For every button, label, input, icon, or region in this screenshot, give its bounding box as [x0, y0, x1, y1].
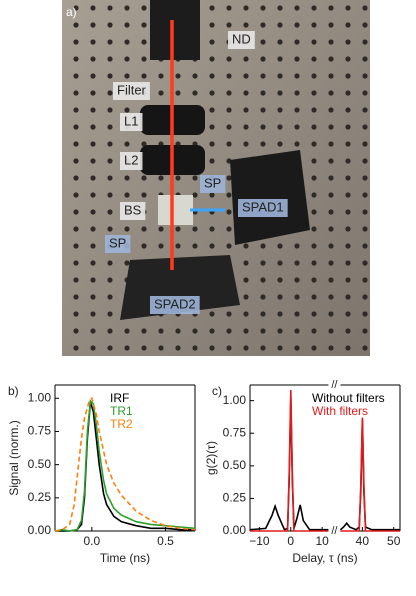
photo-label: BS — [124, 202, 142, 217]
legend-entry: Without filters — [312, 391, 385, 405]
x-tick-label: −10 — [249, 534, 270, 548]
legend-entry: IRF — [110, 391, 129, 405]
y-axis-label: g(2)(τ) — [204, 441, 218, 475]
label-box — [228, 31, 255, 49]
photo-label: SPAD1 — [242, 199, 284, 214]
series-line — [54, 396, 196, 532]
y-tick-label: 1.00 — [223, 393, 247, 407]
y-axis-label: Signal (norm.) — [7, 420, 21, 495]
y-tick-label: 0.50 — [28, 457, 52, 471]
x-tick-label: 10 — [315, 534, 329, 548]
mount — [150, 0, 200, 60]
x-tick-label: 0.0 — [83, 534, 100, 548]
y-tick-label: 0.00 — [223, 523, 247, 537]
x-tick-label: 0 — [287, 534, 294, 548]
beam-splitter — [158, 195, 193, 225]
label-box — [150, 296, 200, 314]
series-line — [54, 399, 196, 532]
y-tick-label: 0.25 — [223, 491, 247, 505]
photo-label: Filter — [117, 82, 147, 97]
y-tick-label: 0.75 — [223, 425, 247, 439]
series-line — [250, 390, 329, 532]
label-box — [120, 202, 146, 220]
photo-label: ND — [232, 31, 251, 46]
photo-label: L1 — [124, 113, 138, 128]
legend-entry: TR2 — [110, 417, 133, 431]
panel-label: c) — [212, 384, 222, 398]
axis-break: // — [331, 379, 338, 391]
photo-label: L2 — [124, 152, 138, 167]
spad1-body — [230, 150, 310, 245]
legend-entry: With filters — [312, 404, 368, 418]
photo-label: SPAD2 — [154, 296, 196, 311]
x-axis-label: Delay, τ (ns) — [292, 551, 357, 565]
x-axis-label: Time (ns) — [100, 551, 150, 565]
x-tick-label: 40 — [356, 534, 370, 548]
label-box — [200, 175, 226, 193]
label-box — [120, 113, 143, 131]
y-tick-label: 0.00 — [28, 523, 52, 537]
y-tick-label: 1.00 — [28, 390, 52, 404]
chart: 0.0 0.5 0.00 0.25 0.50 0.75 1.00 Time (ns) Signa… — [7, 384, 196, 565]
panel-label: b) — [8, 384, 19, 398]
label-box — [105, 235, 131, 253]
y-tick-label: 0.25 — [28, 490, 52, 504]
label-box — [113, 82, 150, 100]
photo-label: SP — [109, 235, 126, 250]
series-line — [339, 420, 400, 531]
axis-break: // — [331, 525, 338, 537]
panel-label: a) — [66, 5, 77, 19]
photo-label: SP — [204, 175, 221, 190]
label-box — [120, 152, 143, 170]
label-box — [238, 199, 288, 217]
chart: −10 0 10////40 500.000.250.500.751.00Delay,… — [204, 379, 401, 565]
x-tick-label: 0.5 — [157, 534, 174, 548]
y-tick-label: 0.50 — [223, 458, 247, 472]
x-tick-label: 50 — [387, 534, 401, 548]
legend-entry: TR1 — [110, 404, 133, 418]
series-line — [340, 417, 400, 532]
y-tick-label: 0.75 — [28, 424, 52, 438]
